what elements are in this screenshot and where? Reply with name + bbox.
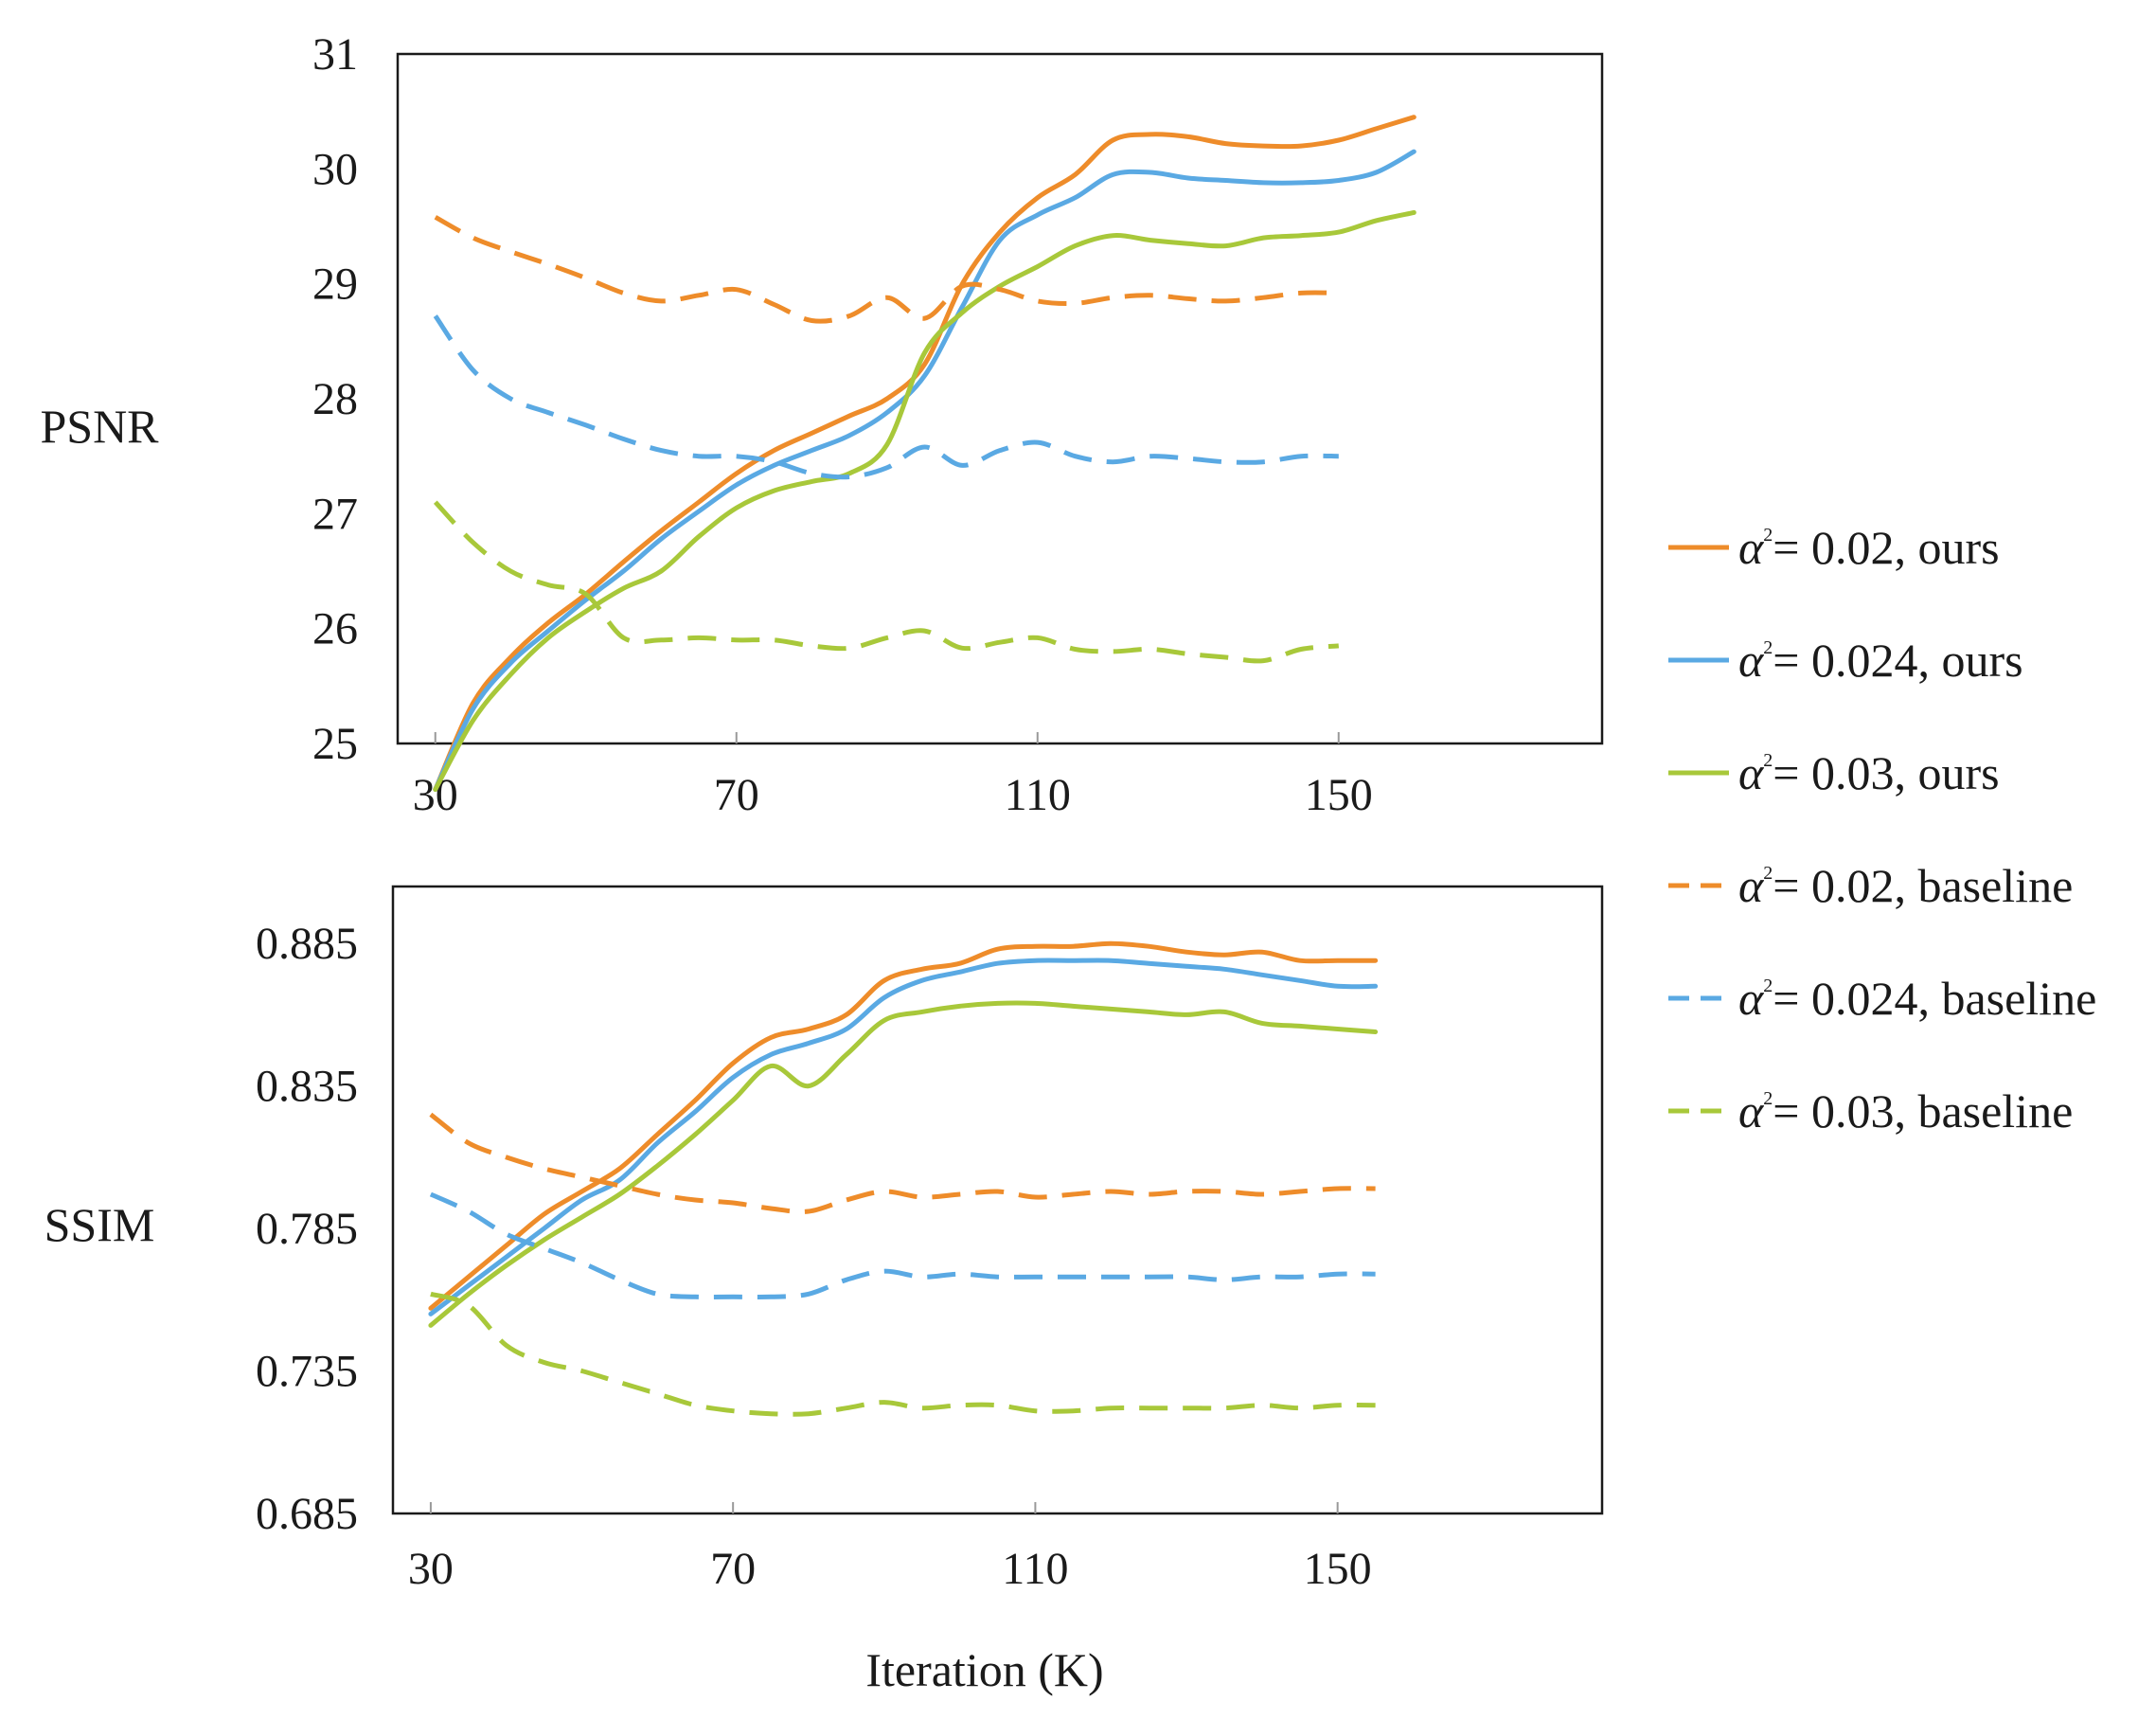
ssim-y-ticks: 0.685 0.735 0.785 0.835 0.885 — [256, 919, 358, 1539]
ssim-series-0-024-baseline — [429, 1191, 1376, 1300]
legend-alpha-symbol: α — [1738, 634, 1765, 687]
legend-alpha-symbol: α — [1738, 1084, 1765, 1137]
psnr-y-ticks: 25 26 27 28 29 30 31 — [312, 29, 358, 769]
legend-item: α2= 0.02, ours — [1668, 521, 2000, 574]
psnr-series-0-02-baseline — [434, 215, 1339, 324]
ssim-x-ticks: 30 70 110 150 — [408, 1502, 1372, 1594]
ssim-y-tick-label: 0.885 — [256, 919, 358, 969]
legend-superscript: 2 — [1763, 525, 1773, 546]
legend-label: α2= 0.024, ours — [1738, 634, 2023, 687]
psnr-series — [433, 115, 1417, 792]
legend-item: α2= 0.03, ours — [1668, 746, 2000, 799]
ssim-x-tick-label: 70 — [710, 1544, 756, 1594]
ssim-y-tick-label: 0.685 — [256, 1489, 358, 1539]
legend-alpha-symbol: α — [1738, 859, 1765, 912]
ssim-x-tick-label: 30 — [408, 1544, 454, 1594]
ssim-y-tick-label: 0.785 — [256, 1204, 358, 1254]
psnr-x-tick-label: 30 — [413, 770, 458, 820]
psnr-y-tick-label: 27 — [312, 489, 358, 539]
legend-alpha-symbol: α — [1738, 746, 1765, 799]
psnr-y-tick-label: 31 — [312, 29, 358, 80]
psnr-series-0-024-baseline — [433, 314, 1339, 480]
psnr-x-tick-label: 70 — [714, 770, 759, 820]
psnr-y-tick-label: 25 — [312, 719, 358, 769]
legend-label: α2= 0.03, baseline — [1738, 1084, 2073, 1137]
ssim-y-axis-label: SSIM — [45, 1198, 155, 1251]
legend-label: α2= 0.02, ours — [1738, 521, 2000, 574]
ssim-series-0-03-ours — [428, 1000, 1379, 1328]
legend-superscript: 2 — [1763, 1088, 1773, 1109]
legend-item: α2= 0.03, baseline — [1668, 1084, 2073, 1137]
ssim-series-0-02-ours — [428, 940, 1379, 1311]
psnr-y-tick-label: 26 — [312, 604, 358, 654]
psnr-y-tick-label: 30 — [312, 144, 358, 194]
legend-label: α2= 0.03, ours — [1738, 746, 2000, 799]
legend-item: α2= 0.02, baseline — [1668, 859, 2073, 912]
ssim-plot-frame — [391, 885, 1604, 1515]
ssim-series-0-03-baseline — [430, 1291, 1376, 1417]
ssim-y-tick-label: 0.835 — [256, 1062, 358, 1112]
legend-superscript: 2 — [1763, 637, 1773, 658]
legend-alpha-symbol: α — [1738, 972, 1765, 1025]
legend-superscript: 2 — [1763, 750, 1773, 771]
ssim-series-0-02-baseline — [429, 1112, 1376, 1214]
ssim-x-tick-label: 110 — [1002, 1544, 1068, 1594]
psnr-series-0-03-baseline — [433, 500, 1340, 664]
legend-label: α2= 0.024, baseline — [1738, 972, 2096, 1025]
psnr-y-axis-label: PSNR — [40, 400, 159, 453]
legend-text: = 0.02, ours — [1773, 521, 1999, 574]
psnr-plot-frame — [396, 52, 1604, 745]
psnr-x-ticks: 30 70 110 150 — [413, 732, 1373, 820]
legend-text: = 0.02, baseline — [1773, 859, 2073, 912]
legend-item: α2= 0.024, baseline — [1668, 972, 2096, 1025]
ssim-x-tick-label: 150 — [1304, 1544, 1372, 1594]
ssim-series — [428, 940, 1379, 1417]
psnr-y-tick-label: 28 — [312, 374, 358, 424]
ssim-chart: 0.685 0.735 0.785 0.835 0.885 30 70 110 150 SSI… — [45, 885, 1604, 1696]
psnr-series-0-03-ours — [433, 209, 1417, 792]
psnr-chart: 25 26 27 28 29 30 31 30 70 110 150 PSNR — [40, 29, 1604, 820]
legend-text: = 0.03, ours — [1773, 746, 1999, 799]
ssim-series-0-024-ours — [428, 958, 1379, 1316]
legend-text: = 0.024, baseline — [1773, 972, 2096, 1025]
psnr-y-tick-label: 29 — [312, 260, 358, 310]
legend-text: = 0.024, ours — [1773, 634, 2022, 687]
psnr-x-tick-label: 150 — [1305, 770, 1373, 820]
legend-item: α2= 0.024, ours — [1668, 634, 2023, 687]
legend-alpha-symbol: α — [1738, 521, 1765, 574]
x-axis-label: Iteration (K) — [865, 1643, 1103, 1696]
legend-text: = 0.03, baseline — [1773, 1084, 2073, 1137]
psnr-x-tick-label: 110 — [1005, 770, 1071, 820]
legend-label: α2= 0.02, baseline — [1738, 859, 2073, 912]
psnr-series-0-02-ours — [433, 115, 1417, 792]
ssim-y-tick-label: 0.735 — [256, 1347, 358, 1397]
psnr-series-0-024-ours — [433, 149, 1417, 792]
legend-superscript: 2 — [1763, 976, 1773, 996]
legend-superscript: 2 — [1763, 863, 1773, 884]
